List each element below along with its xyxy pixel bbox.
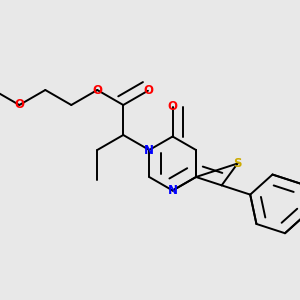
Text: N: N	[168, 184, 178, 197]
Text: O: O	[14, 98, 24, 112]
Text: S: S	[233, 157, 242, 170]
Text: O: O	[143, 84, 153, 97]
Text: O: O	[92, 83, 102, 97]
Text: O: O	[168, 100, 178, 113]
Text: N: N	[144, 143, 154, 157]
